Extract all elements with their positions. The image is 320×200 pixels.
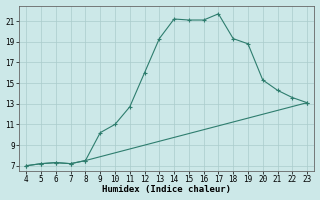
- X-axis label: Humidex (Indice chaleur): Humidex (Indice chaleur): [102, 185, 231, 194]
